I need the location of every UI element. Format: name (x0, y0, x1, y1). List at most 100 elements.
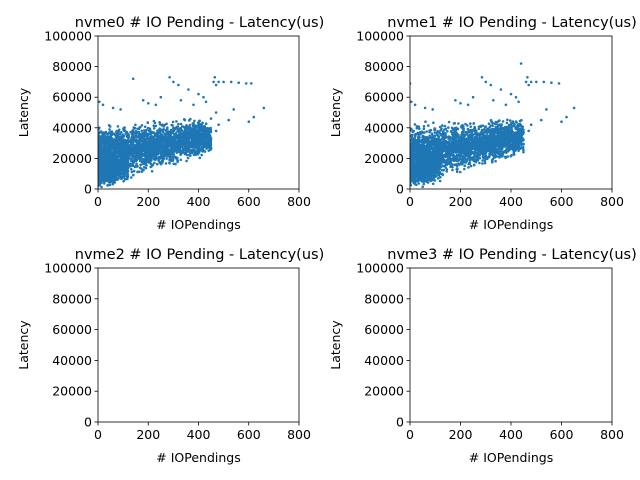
scatter-point (187, 146, 190, 149)
scatter-point (480, 128, 484, 132)
scatter-point (477, 127, 481, 131)
scatter-point (120, 146, 123, 150)
scatter-point (140, 155, 143, 158)
scatter-point (125, 166, 128, 169)
scatter-point (189, 151, 192, 154)
scatter-point (126, 175, 129, 179)
scatter-point (166, 144, 170, 147)
scatter-point (145, 156, 149, 159)
scatter-point (98, 159, 100, 162)
scatter-point (207, 135, 211, 139)
scatter-point (159, 95, 163, 99)
scatter-point (112, 132, 116, 135)
scatter-point (222, 80, 225, 84)
scatter-point (151, 150, 154, 153)
scatter-point (180, 128, 183, 132)
scatter-point (462, 161, 466, 164)
scatter-point (205, 137, 209, 141)
scatter-point (192, 140, 195, 143)
scatter-point (164, 149, 168, 152)
scatter-point (423, 131, 426, 134)
scatter-point (142, 166, 146, 169)
scatter-point (104, 139, 108, 143)
scatter-point (159, 141, 163, 144)
scatter-point (131, 138, 135, 142)
scatter-point (187, 150, 191, 153)
scatter-point (164, 135, 167, 138)
scatter-point (152, 127, 156, 130)
scatter-point (102, 151, 106, 154)
scatter-point (125, 163, 128, 167)
scatter-point (99, 130, 102, 133)
scatter-point (124, 169, 128, 172)
scatter-point (442, 164, 445, 168)
scatter-point (149, 153, 153, 157)
scatter-point (169, 151, 173, 154)
scatter-point (119, 108, 122, 111)
scatter-point (444, 133, 447, 137)
scatter-point (153, 143, 157, 146)
scatter-point (130, 164, 134, 167)
scatter-point (114, 159, 118, 163)
scatter-point (118, 153, 121, 156)
scatter-point (104, 142, 107, 146)
scatter-point (136, 127, 140, 131)
chart-panel-1: 0 200 400 600 800020000400006000080000100000… (328, 15, 637, 232)
scatter-point (212, 80, 215, 84)
scatter-point (175, 126, 178, 129)
scatter-point (134, 123, 137, 127)
scatter-point (204, 144, 207, 148)
scatter-point (125, 132, 129, 135)
scatter-point (189, 154, 192, 158)
scatter-point (127, 140, 130, 144)
scatter-point (170, 131, 174, 134)
scatter-point (136, 143, 139, 146)
scatter-point (98, 183, 102, 187)
scatter-point (154, 124, 158, 128)
scatter-point (169, 158, 172, 161)
scatter-point (102, 140, 106, 143)
scatter-point (190, 142, 193, 146)
scatter-point (104, 167, 108, 170)
scatter-point (165, 122, 168, 126)
scatter-point (140, 148, 143, 151)
scatter-point (204, 126, 207, 130)
scatter-point (152, 146, 156, 149)
scatter-point (113, 174, 117, 178)
scatter-point (181, 125, 184, 128)
scatter-point (105, 160, 108, 163)
scatter-point (183, 127, 187, 131)
scatter-point (165, 141, 168, 145)
scatter-point (183, 144, 187, 148)
scatter-point (117, 161, 120, 164)
scatter-point (117, 173, 121, 176)
scatter-point (481, 162, 484, 165)
scatter-point (217, 123, 220, 126)
scatter-point (132, 126, 136, 129)
y-tick-label: 80000 (52, 59, 92, 74)
scatter-point (140, 129, 144, 133)
scatter-point (189, 144, 192, 148)
scatter-point (115, 148, 118, 152)
scatter-point (163, 138, 166, 141)
scatter-point (177, 122, 180, 126)
scatter-point (132, 169, 136, 173)
scatter-point (188, 141, 192, 144)
x-tick-label: 0 (94, 194, 102, 209)
x-tick-label: 400 (187, 194, 211, 209)
scatter-point (187, 88, 190, 91)
scatter-point (463, 167, 466, 171)
scatter-point (120, 139, 123, 143)
scatter-point (185, 125, 189, 128)
y-tick-label: 60000 (52, 90, 92, 105)
scatter-point (104, 137, 108, 141)
scatter-point (464, 122, 467, 126)
scatter-point (184, 141, 188, 144)
scatter-point (106, 143, 110, 146)
scatter-point (139, 145, 142, 148)
scatter-point (106, 170, 110, 174)
scatter-point (114, 136, 118, 139)
scatter-point (148, 161, 151, 164)
scatter-point (151, 163, 155, 167)
scatter-point (155, 162, 159, 166)
